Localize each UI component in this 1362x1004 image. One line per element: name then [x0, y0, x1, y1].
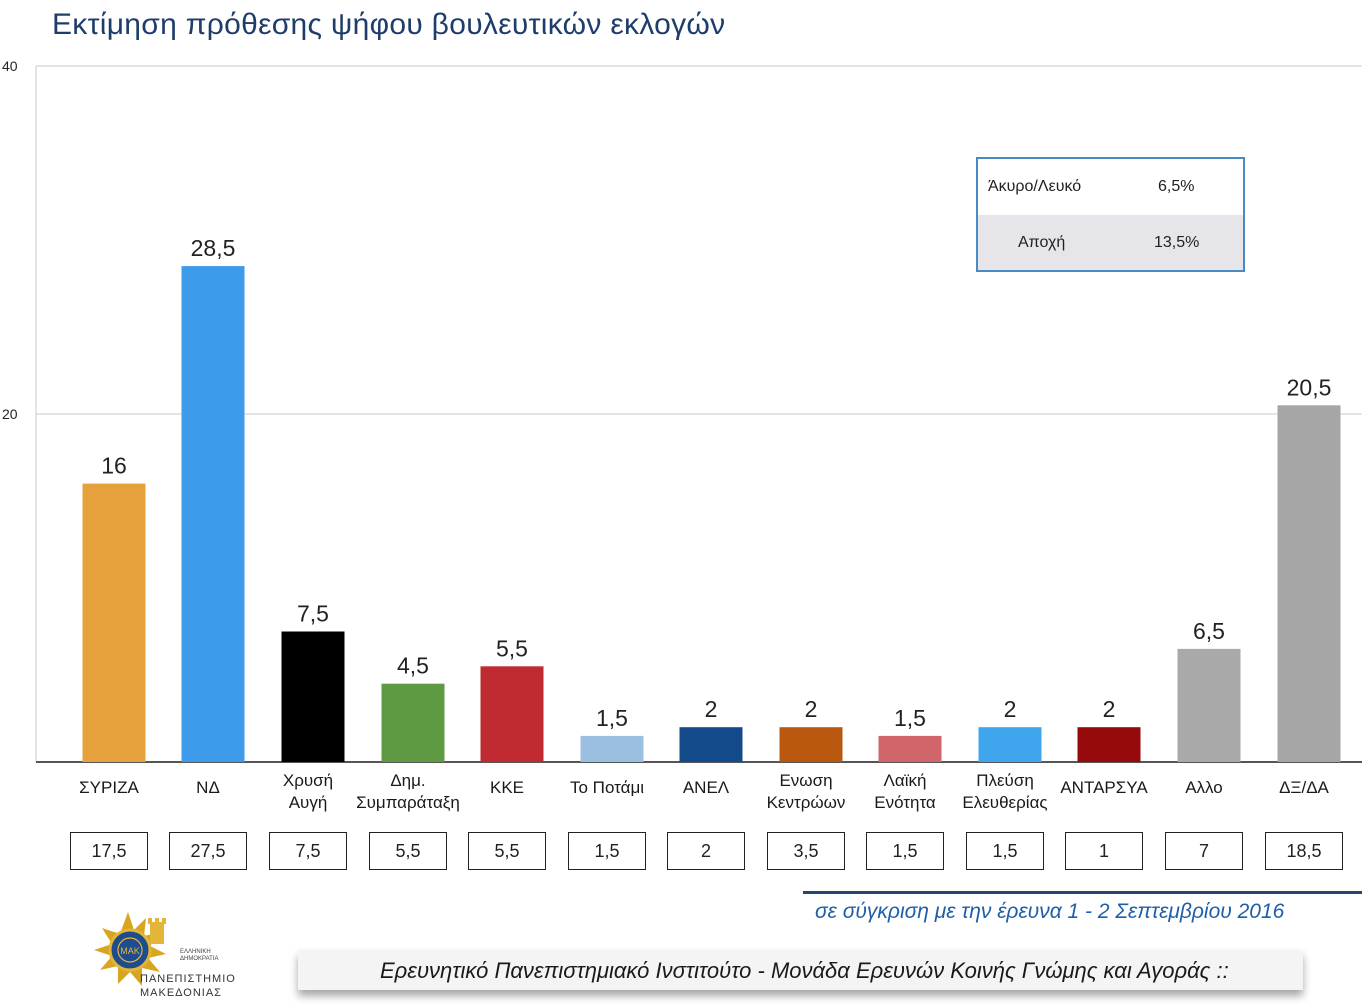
logo-tagline-2: ΔΗΜΟΚΡΑΤΙΑ: [180, 956, 219, 962]
data-label: 5,5: [496, 635, 528, 661]
category-label: Ελευθερίας: [962, 793, 1047, 812]
data-label: 1,5: [894, 705, 926, 731]
previous-value-box: 27,5: [169, 832, 247, 870]
category-label: Δημ.: [390, 771, 425, 790]
data-label: 2: [1103, 696, 1116, 722]
data-label: 28,5: [191, 235, 236, 261]
bar: [181, 266, 245, 762]
bar: [878, 735, 942, 762]
bar: [978, 727, 1042, 762]
bar-chart: 20 40 16 ΣΥΡΙΖΑ 28,5 ΝΔ 7,5 Χρυσή Αυγή 4,5 Δημ. Συ…: [2, 58, 1362, 812]
category-label: ΣΥΡΙΖΑ: [79, 778, 139, 797]
category-label: ΚΚΕ: [490, 778, 524, 797]
previous-value-box: 1,5: [966, 832, 1044, 870]
previous-value-box: 1: [1065, 832, 1143, 870]
data-label: 16: [101, 453, 127, 479]
bar: [281, 631, 345, 762]
table-row-abstention: Αποχή 13,5%: [978, 215, 1243, 270]
bar: [381, 683, 445, 762]
row-label: Αποχή: [1018, 234, 1066, 251]
category-label: Λαϊκή: [884, 771, 927, 790]
data-label: 2: [705, 696, 718, 722]
category-label: Κεντρώων: [767, 793, 846, 812]
university-logo: ΜΑΚ: [94, 912, 166, 986]
previous-value-box: 1,5: [866, 832, 944, 870]
category-label: Ενότητα: [874, 793, 936, 812]
data-label: 20,5: [1287, 374, 1332, 400]
bar: [679, 727, 743, 762]
bar: [580, 735, 644, 762]
category-label: ΑΝΤΑΡΣΥΑ: [1060, 778, 1148, 797]
category-label: Χρυσή: [283, 771, 333, 790]
emblem-text: ΜΑΚ: [120, 946, 140, 956]
bar: [1077, 727, 1141, 762]
footer-text: Ερευνητικό Πανεπιστημιακό Ινστιτούτο - Μ…: [380, 958, 1229, 983]
bar: [1177, 648, 1241, 762]
category-label: ΔΞ/ΔΑ: [1279, 778, 1329, 797]
previous-value-box: 5,5: [369, 832, 447, 870]
category-label: ΑΝΕΛ: [683, 778, 730, 797]
comparison-note: σε σύγκριση με την έρευνα 1 - 2 Σεπτεμβρ…: [815, 900, 1285, 923]
data-label: 6,5: [1193, 618, 1225, 644]
previous-value-box: 3,5: [767, 832, 845, 870]
category-label: Συμπαράταξη: [356, 793, 460, 812]
footer-band: [298, 950, 1303, 990]
previous-value-box: 1,5: [568, 832, 646, 870]
data-label: 2: [1004, 696, 1017, 722]
tower-icon: [150, 922, 164, 944]
y-tick-label: 20: [2, 406, 18, 422]
bar: [1277, 405, 1341, 762]
row-value: 6,5%: [1158, 178, 1195, 195]
category-label: Πλεύση: [976, 771, 1034, 790]
labels-layer: 16 ΣΥΡΙΖΑ 28,5 ΝΔ 7,5 Χρυσή Αυγή 4,5 Δημ. Συμπαρά…: [79, 235, 1331, 812]
emblem-circle-icon: [108, 928, 152, 972]
row-label: Άκυρο/Λευκό: [988, 178, 1082, 195]
previous-value-box: 17,5: [70, 832, 148, 870]
logo-tagline-1: ΕΛΛΗΝΙΚΗ: [180, 949, 211, 955]
data-label: 2: [805, 696, 818, 722]
previous-value-box: 5,5: [468, 832, 546, 870]
table-row-invalid: Άκυρο/Λευκό 6,5%: [978, 159, 1243, 217]
comparison-divider: [803, 891, 1362, 894]
y-tick-label: 40: [2, 58, 18, 74]
previous-value-box: 18,5: [1265, 832, 1343, 870]
bar: [779, 727, 843, 762]
category-label: Το Ποτάμι: [570, 778, 644, 797]
category-label: ΝΔ: [196, 778, 220, 797]
logo-name-line-1: ΠΑΝΕΠΙΣΤΗΜΙΟ: [140, 973, 236, 985]
bars-layer: [82, 266, 1341, 762]
category-label: Αλλο: [1185, 778, 1223, 797]
previous-value-box: 2: [667, 832, 745, 870]
chart-title: Εκτίμηση πρόθεσης ψήφου βουλευτικών εκλο…: [52, 8, 726, 41]
invalid-abstention-table: Άκυρο/Λευκό 6,5% Αποχή 13,5%: [976, 157, 1245, 272]
logo-name-line-2: ΜΑΚΕΔΟΝΙΑΣ: [140, 987, 222, 999]
category-label: Αυγή: [289, 793, 328, 812]
data-label: 4,5: [397, 653, 429, 679]
bar: [82, 483, 146, 762]
row-value: 13,5%: [1154, 234, 1200, 251]
previous-value-box: 7: [1165, 832, 1243, 870]
bar: [480, 666, 544, 762]
data-label: 7,5: [297, 601, 329, 627]
data-label: 1,5: [596, 705, 628, 731]
previous-value-box: 7,5: [269, 832, 347, 870]
category-label: Ενωση: [779, 771, 832, 790]
